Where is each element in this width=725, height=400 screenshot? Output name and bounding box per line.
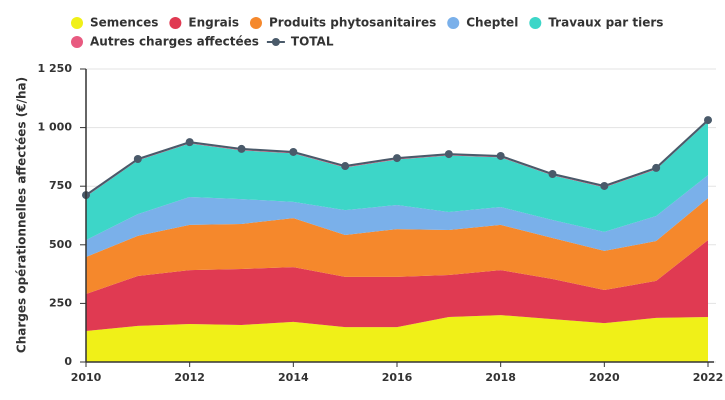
- y-tick-label: 1 000: [38, 121, 73, 134]
- total-point: [341, 162, 350, 171]
- y-tick-label: 250: [49, 296, 72, 309]
- legend-item[interactable]: Cheptel: [447, 16, 518, 30]
- legend-symbol: [529, 17, 542, 29]
- legend-label: Autres charges affectées: [90, 35, 259, 49]
- legend-symbol: [71, 17, 83, 29]
- area: [86, 198, 708, 295]
- legend-symbol: [71, 36, 83, 48]
- y-tick-label: 1 250: [38, 62, 73, 75]
- legend-label: Semences: [90, 16, 158, 30]
- x-tick-label: 2014: [278, 371, 309, 384]
- legend-label: TOTAL: [291, 35, 334, 49]
- area: [86, 240, 708, 332]
- x-tick-label: 2018: [485, 371, 516, 384]
- total-point: [600, 181, 609, 190]
- total-point: [496, 151, 505, 160]
- x-tick-label: 2022: [693, 371, 724, 384]
- total-point: [652, 163, 661, 172]
- total-point: [237, 144, 246, 153]
- legend-symbol: [249, 17, 262, 29]
- total-point: [444, 150, 453, 159]
- legend-label: Produits phytosanitaires: [269, 16, 436, 30]
- total-point: [185, 138, 194, 147]
- legend-item[interactable]: Autres charges affectées: [71, 35, 259, 49]
- legend-item[interactable]: Engrais: [169, 16, 239, 30]
- y-tick-label: 750: [49, 179, 72, 192]
- y-axis-title: Charges opérationnelles affectées (€/ha): [15, 77, 29, 353]
- x-tick-label: 2020: [589, 371, 620, 384]
- legend-item[interactable]: Semences: [71, 16, 158, 30]
- legend-symbol: [169, 17, 182, 29]
- legend-item[interactable]: TOTAL: [266, 35, 334, 49]
- legend-symbol: [271, 38, 280, 46]
- area: [86, 175, 708, 257]
- total-point: [133, 155, 142, 164]
- x-tick-label: 2012: [174, 371, 205, 384]
- total-point: [289, 147, 298, 156]
- legend-symbol: [447, 17, 460, 29]
- total-point: [704, 116, 712, 125]
- x-tick-label: 2016: [382, 371, 413, 384]
- total-point: [548, 170, 557, 179]
- legend-label: Travaux par tiers: [548, 16, 663, 30]
- legend-label: Engrais: [188, 16, 239, 30]
- y-tick-label: 500: [49, 238, 72, 251]
- legend-item[interactable]: Produits phytosanitaires: [249, 16, 436, 30]
- y-tick-label: 0: [64, 355, 72, 368]
- legend-item[interactable]: Travaux par tiers: [529, 16, 663, 30]
- legend-label: Cheptel: [466, 16, 518, 30]
- area: [86, 315, 708, 362]
- total-point: [393, 154, 401, 163]
- x-tick-label: 2010: [71, 371, 102, 384]
